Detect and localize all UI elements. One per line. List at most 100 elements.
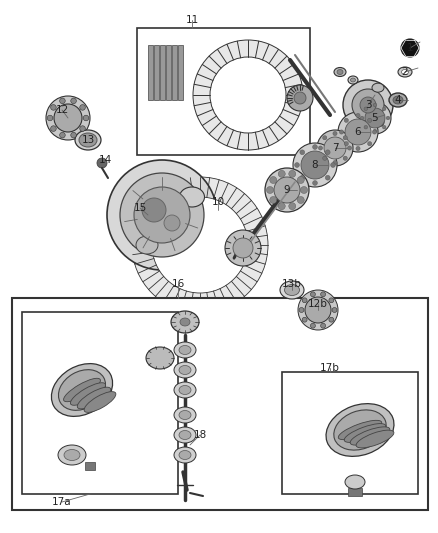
FancyBboxPatch shape <box>166 45 171 100</box>
Text: 18: 18 <box>193 430 207 440</box>
Ellipse shape <box>64 378 100 402</box>
Circle shape <box>360 116 364 120</box>
Circle shape <box>347 146 352 150</box>
Text: 11: 11 <box>185 15 198 25</box>
Circle shape <box>301 151 329 179</box>
Circle shape <box>51 104 56 110</box>
Circle shape <box>210 57 286 133</box>
Circle shape <box>300 187 307 193</box>
Circle shape <box>270 176 277 183</box>
Ellipse shape <box>179 345 191 354</box>
Circle shape <box>293 143 337 187</box>
Circle shape <box>54 104 82 132</box>
Ellipse shape <box>179 450 191 459</box>
Ellipse shape <box>64 449 80 461</box>
Ellipse shape <box>180 318 190 326</box>
Circle shape <box>287 85 313 111</box>
Text: 13b: 13b <box>282 279 302 289</box>
Ellipse shape <box>136 236 158 254</box>
Circle shape <box>278 171 285 177</box>
Circle shape <box>270 197 277 204</box>
Ellipse shape <box>345 475 365 489</box>
FancyBboxPatch shape <box>148 45 153 100</box>
Circle shape <box>313 181 318 185</box>
Circle shape <box>80 126 85 131</box>
Bar <box>85 462 95 470</box>
Circle shape <box>60 132 65 138</box>
Circle shape <box>142 198 166 222</box>
Text: 6: 6 <box>355 127 361 137</box>
Circle shape <box>323 135 327 140</box>
Ellipse shape <box>179 431 191 440</box>
Circle shape <box>373 129 377 133</box>
Circle shape <box>294 92 306 104</box>
Circle shape <box>367 118 372 123</box>
Circle shape <box>305 297 331 323</box>
Circle shape <box>297 176 304 183</box>
Circle shape <box>164 215 180 231</box>
Circle shape <box>46 96 90 140</box>
Text: 2: 2 <box>402 67 408 77</box>
Circle shape <box>329 298 334 303</box>
Circle shape <box>311 292 315 297</box>
Ellipse shape <box>174 342 196 358</box>
Circle shape <box>311 323 315 328</box>
Circle shape <box>364 125 367 129</box>
Ellipse shape <box>334 410 386 450</box>
Text: 14: 14 <box>99 155 112 165</box>
Circle shape <box>367 142 372 146</box>
Text: 5: 5 <box>372 113 378 123</box>
Circle shape <box>333 160 337 165</box>
Circle shape <box>132 177 268 313</box>
Circle shape <box>373 103 377 107</box>
Ellipse shape <box>179 366 191 375</box>
Circle shape <box>289 171 296 177</box>
Text: 15: 15 <box>134 203 147 213</box>
Circle shape <box>360 97 376 113</box>
Circle shape <box>302 298 307 303</box>
FancyBboxPatch shape <box>154 45 159 100</box>
Circle shape <box>343 156 347 160</box>
Ellipse shape <box>402 69 409 75</box>
Ellipse shape <box>389 93 407 107</box>
Circle shape <box>339 130 343 134</box>
Circle shape <box>83 115 89 121</box>
Ellipse shape <box>280 281 304 299</box>
Circle shape <box>71 98 76 104</box>
Ellipse shape <box>350 78 356 82</box>
Circle shape <box>233 238 253 258</box>
Ellipse shape <box>338 421 381 440</box>
Circle shape <box>51 126 56 131</box>
Circle shape <box>401 39 419 57</box>
Circle shape <box>295 163 300 167</box>
Circle shape <box>331 163 336 167</box>
Circle shape <box>359 102 391 134</box>
Ellipse shape <box>174 447 196 463</box>
Circle shape <box>80 104 85 110</box>
Text: 1: 1 <box>407 43 413 53</box>
Bar <box>22 312 178 494</box>
FancyArrowPatch shape <box>371 95 385 103</box>
Circle shape <box>356 147 360 151</box>
Bar <box>137 28 310 155</box>
Circle shape <box>365 108 385 128</box>
Ellipse shape <box>393 96 403 104</box>
Circle shape <box>107 160 217 270</box>
Ellipse shape <box>334 68 346 77</box>
Ellipse shape <box>174 407 196 423</box>
Ellipse shape <box>285 285 300 295</box>
FancyBboxPatch shape <box>160 45 165 100</box>
Circle shape <box>298 290 338 330</box>
Circle shape <box>356 114 360 118</box>
Circle shape <box>318 146 323 150</box>
Circle shape <box>134 187 190 243</box>
Text: 16: 16 <box>171 279 185 289</box>
Circle shape <box>97 158 107 168</box>
Ellipse shape <box>372 118 384 127</box>
Circle shape <box>382 107 386 111</box>
Ellipse shape <box>58 370 106 410</box>
Ellipse shape <box>174 362 196 378</box>
Text: 12b: 12b <box>308 299 328 309</box>
Ellipse shape <box>51 364 113 416</box>
Ellipse shape <box>356 430 394 448</box>
